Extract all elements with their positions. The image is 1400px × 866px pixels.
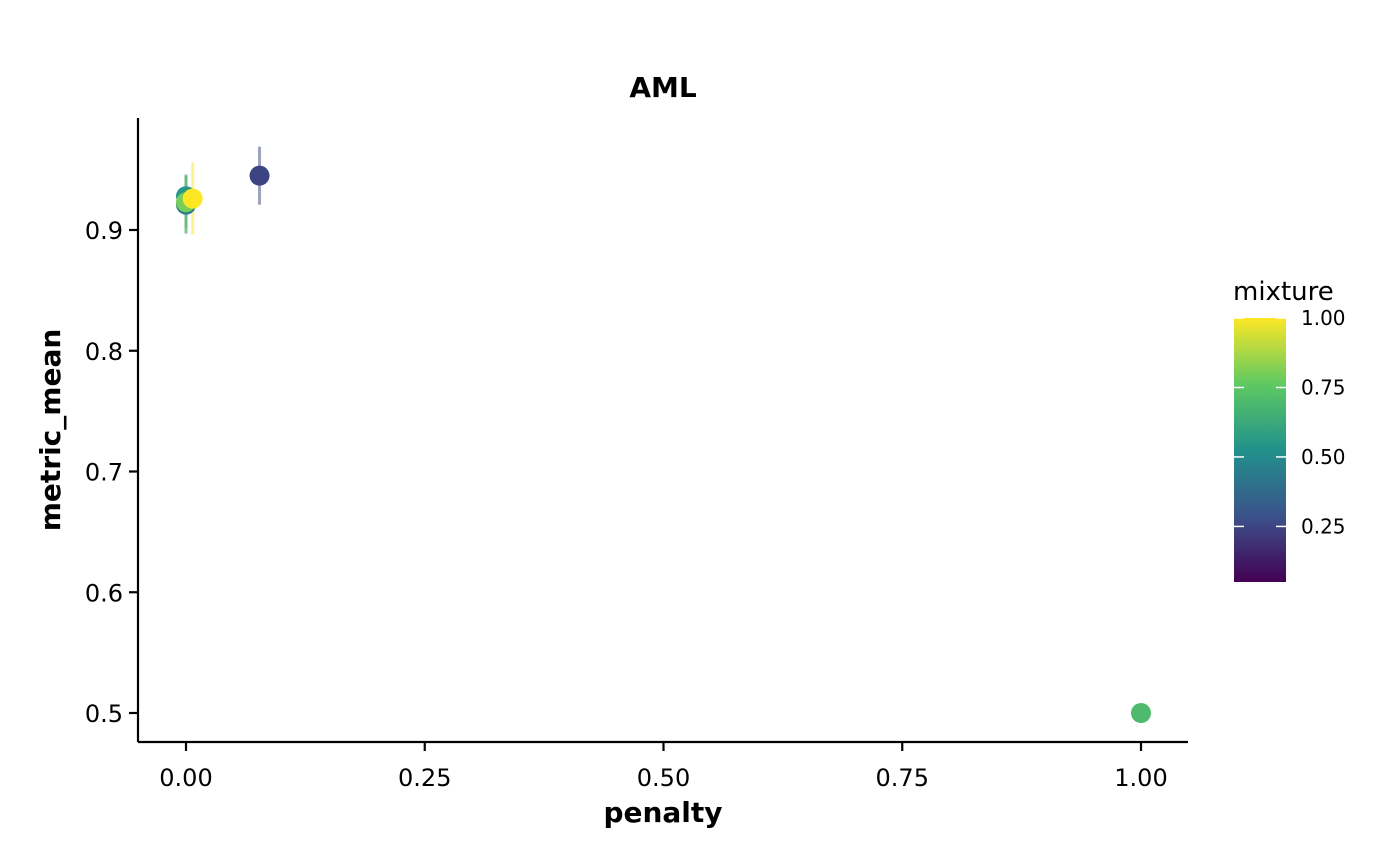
legend-tick-label: 1.00 [1301, 306, 1346, 330]
y-tick-label: 0.6 [85, 579, 123, 607]
data-point [182, 188, 203, 209]
legend-title: mixture [1233, 277, 1334, 307]
x-tick-label: 0.25 [398, 764, 451, 792]
chart-title: AML [629, 71, 697, 104]
data-point [249, 165, 270, 186]
x-tick-label: 0.00 [159, 764, 212, 792]
y-axis-ticks: 0.5 0.6 0.7 0.8 0.9 [85, 217, 138, 728]
legend-colorbar [1234, 318, 1286, 582]
color-legend: mixture 0.25 0.50 0.75 1.00 [1233, 277, 1346, 582]
x-axis-ticks: 0.00 0.25 0.50 0.75 1.00 [159, 742, 1168, 792]
y-tick-label: 0.5 [85, 700, 123, 728]
legend-tick-label: 0.25 [1301, 514, 1346, 538]
data-point [1131, 703, 1151, 723]
legend-ticks: 0.25 0.50 0.75 1.00 [1234, 306, 1346, 538]
x-tick-label: 1.00 [1114, 764, 1167, 792]
x-axis-title: penalty [603, 796, 722, 829]
x-tick-label: 0.75 [876, 764, 929, 792]
y-tick-label: 0.9 [85, 217, 123, 245]
plot-area [176, 146, 1151, 723]
legend-tick-label: 0.75 [1301, 375, 1346, 399]
y-tick-label: 0.7 [85, 459, 123, 487]
y-tick-label: 0.8 [85, 338, 123, 366]
y-axis-title: metric_mean [34, 329, 67, 532]
legend-tick-label: 0.50 [1301, 445, 1346, 469]
x-tick-label: 0.50 [637, 764, 690, 792]
data-points [176, 165, 1151, 723]
